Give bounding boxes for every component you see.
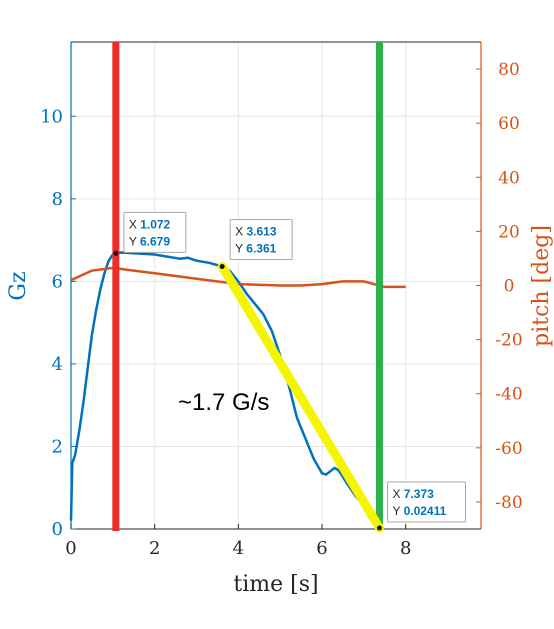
datatip-point xyxy=(113,250,119,256)
y-right-tick-label: -60 xyxy=(495,439,522,459)
datatip-y-value: 6.361 xyxy=(246,241,276,255)
y-right-tick-label: 40 xyxy=(498,168,520,188)
datatip-x: X 3.613 xyxy=(235,224,277,238)
datatip-x-label: X xyxy=(392,487,403,501)
y-axis-left-label: Gz xyxy=(6,271,31,300)
datatip-box xyxy=(386,481,466,523)
datatip-y: Y 6.361 xyxy=(235,241,276,255)
y-left-tick-label: 10 xyxy=(40,106,63,127)
x-tick-label: 0 xyxy=(65,538,76,559)
y-right-tick-label: 60 xyxy=(498,114,520,134)
x-tick-label: 8 xyxy=(400,538,411,559)
slope-annotation: ~1.7 G/s xyxy=(178,389,269,416)
datatip-x-value: 1.072 xyxy=(140,217,170,231)
y-left-tick-label: 4 xyxy=(52,354,63,375)
y-left-tick-label: 8 xyxy=(52,189,63,210)
yellow-slope-line xyxy=(217,261,384,533)
datatip-x: X 1.072 xyxy=(129,217,171,231)
y-right-tick-label: -20 xyxy=(495,331,522,351)
datatip-y-label: Y xyxy=(235,241,246,255)
y-right-tick-label: 80 xyxy=(498,60,520,80)
datatip-point xyxy=(219,263,225,269)
datatip-x: X 7.373 xyxy=(392,487,434,501)
datatip-x-value: 3.613 xyxy=(246,224,276,238)
y-right-tick-label: 20 xyxy=(498,222,520,242)
datatip-y-value: 0.02411 xyxy=(404,504,447,518)
x-tick-label: 2 xyxy=(149,538,160,559)
datatip-y-value: 6.679 xyxy=(140,234,170,248)
y-left-tick-label: 6 xyxy=(52,271,63,292)
datatip-x-label: X xyxy=(129,217,140,231)
grid xyxy=(70,42,481,530)
x-tick-label: 4 xyxy=(233,538,244,559)
datatip-x-value: 7.373 xyxy=(404,487,434,501)
y-right-tick-label: 0 xyxy=(504,277,515,297)
datatip-box xyxy=(229,218,293,260)
y-right-tick-label: -80 xyxy=(495,493,522,513)
y-left-tick-label: 2 xyxy=(52,436,63,457)
datatip-y-label: Y xyxy=(129,234,140,248)
markers-layer xyxy=(112,42,384,533)
datatip-box xyxy=(123,211,187,253)
datatip-y: Y 6.679 xyxy=(129,234,170,248)
y-left-tick-label: 0 xyxy=(52,519,63,540)
x-axis-label: time [s] xyxy=(233,572,318,597)
y-right-tick-label: -40 xyxy=(495,385,522,405)
datatip-point xyxy=(376,525,382,531)
x-tick-label: 6 xyxy=(316,538,327,559)
datatip-y-label: Y xyxy=(392,504,403,518)
y-axis-right-label: pitch [deg] xyxy=(529,225,554,347)
datatip-y: Y 0.02411 xyxy=(392,504,446,518)
datatip-x-label: X xyxy=(235,224,246,238)
